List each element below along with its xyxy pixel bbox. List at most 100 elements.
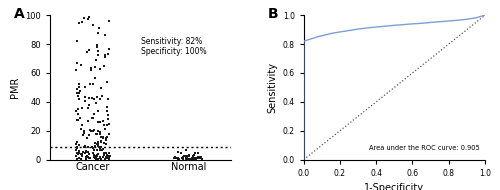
Point: [100, 124, 108, 127]
Point: [106, 154, 114, 157]
Point: [96, 139, 104, 142]
Point: [94, 32, 102, 35]
Point: [184, 158, 192, 161]
Point: [102, 142, 110, 145]
Point: [86, 69, 94, 72]
Point: [196, 156, 203, 159]
Point: [86, 157, 94, 160]
Point: [101, 56, 109, 59]
Point: [85, 103, 93, 106]
Point: [104, 118, 112, 121]
Point: [92, 156, 100, 159]
Point: [74, 97, 82, 100]
Point: [88, 116, 96, 120]
Y-axis label: PMR: PMR: [10, 77, 20, 98]
Point: [102, 154, 110, 157]
Point: [182, 154, 190, 157]
Point: [94, 140, 102, 143]
Point: [103, 109, 111, 112]
Point: [80, 17, 88, 20]
Point: [82, 86, 90, 89]
Point: [198, 155, 205, 158]
Point: [96, 147, 104, 150]
Point: [94, 109, 102, 112]
Point: [78, 152, 86, 155]
Point: [105, 157, 113, 160]
Point: [81, 100, 89, 103]
Point: [98, 95, 106, 98]
Point: [74, 94, 82, 97]
Point: [94, 148, 102, 151]
Point: [90, 142, 98, 145]
Point: [94, 158, 102, 161]
Point: [179, 158, 187, 161]
Point: [78, 127, 86, 130]
Point: [88, 66, 96, 70]
Point: [102, 137, 110, 140]
Point: [84, 18, 92, 21]
Point: [170, 156, 178, 159]
Point: [82, 152, 90, 155]
Point: [74, 91, 82, 94]
Point: [78, 152, 86, 155]
Point: [100, 154, 108, 157]
Point: [74, 119, 82, 122]
Point: [86, 83, 94, 86]
Point: [190, 154, 198, 157]
Point: [104, 132, 112, 135]
Point: [74, 40, 82, 43]
Point: [76, 158, 84, 161]
Point: [73, 146, 81, 149]
Point: [93, 154, 101, 157]
Point: [100, 152, 108, 155]
Point: [103, 80, 111, 83]
Point: [185, 157, 193, 160]
Point: [96, 155, 104, 158]
Point: [78, 153, 86, 156]
Point: [84, 146, 92, 149]
Point: [99, 135, 107, 139]
Point: [101, 54, 109, 57]
X-axis label: 1-Specificity: 1-Specificity: [364, 183, 424, 190]
Point: [75, 22, 83, 25]
Point: [104, 52, 112, 55]
Point: [89, 82, 97, 85]
Point: [98, 149, 106, 152]
Point: [78, 64, 86, 67]
Point: [197, 157, 205, 160]
Point: [184, 155, 192, 158]
Point: [84, 136, 92, 139]
Point: [90, 130, 98, 133]
Point: [101, 127, 109, 131]
Point: [75, 144, 83, 147]
Point: [99, 156, 107, 159]
Point: [90, 153, 98, 156]
Point: [90, 97, 98, 101]
Point: [182, 156, 190, 159]
Point: [96, 132, 104, 135]
Point: [105, 47, 113, 50]
Point: [80, 131, 88, 135]
Point: [185, 155, 193, 158]
Point: [72, 151, 80, 154]
Point: [96, 148, 104, 151]
Point: [92, 133, 100, 136]
Point: [84, 155, 92, 158]
Point: [85, 153, 93, 156]
Point: [190, 156, 198, 159]
Point: [182, 158, 190, 161]
Point: [80, 146, 88, 149]
Point: [75, 152, 83, 155]
Point: [185, 153, 193, 156]
Point: [74, 112, 82, 115]
Point: [72, 110, 80, 113]
Point: [174, 150, 182, 153]
Point: [84, 155, 92, 158]
Point: [96, 157, 104, 160]
Point: [91, 145, 99, 148]
Point: [75, 83, 83, 86]
Point: [174, 158, 182, 161]
Point: [174, 158, 182, 161]
Point: [76, 117, 84, 120]
Text: Area under the ROC curve: 0.905: Area under the ROC curve: 0.905: [369, 145, 480, 151]
